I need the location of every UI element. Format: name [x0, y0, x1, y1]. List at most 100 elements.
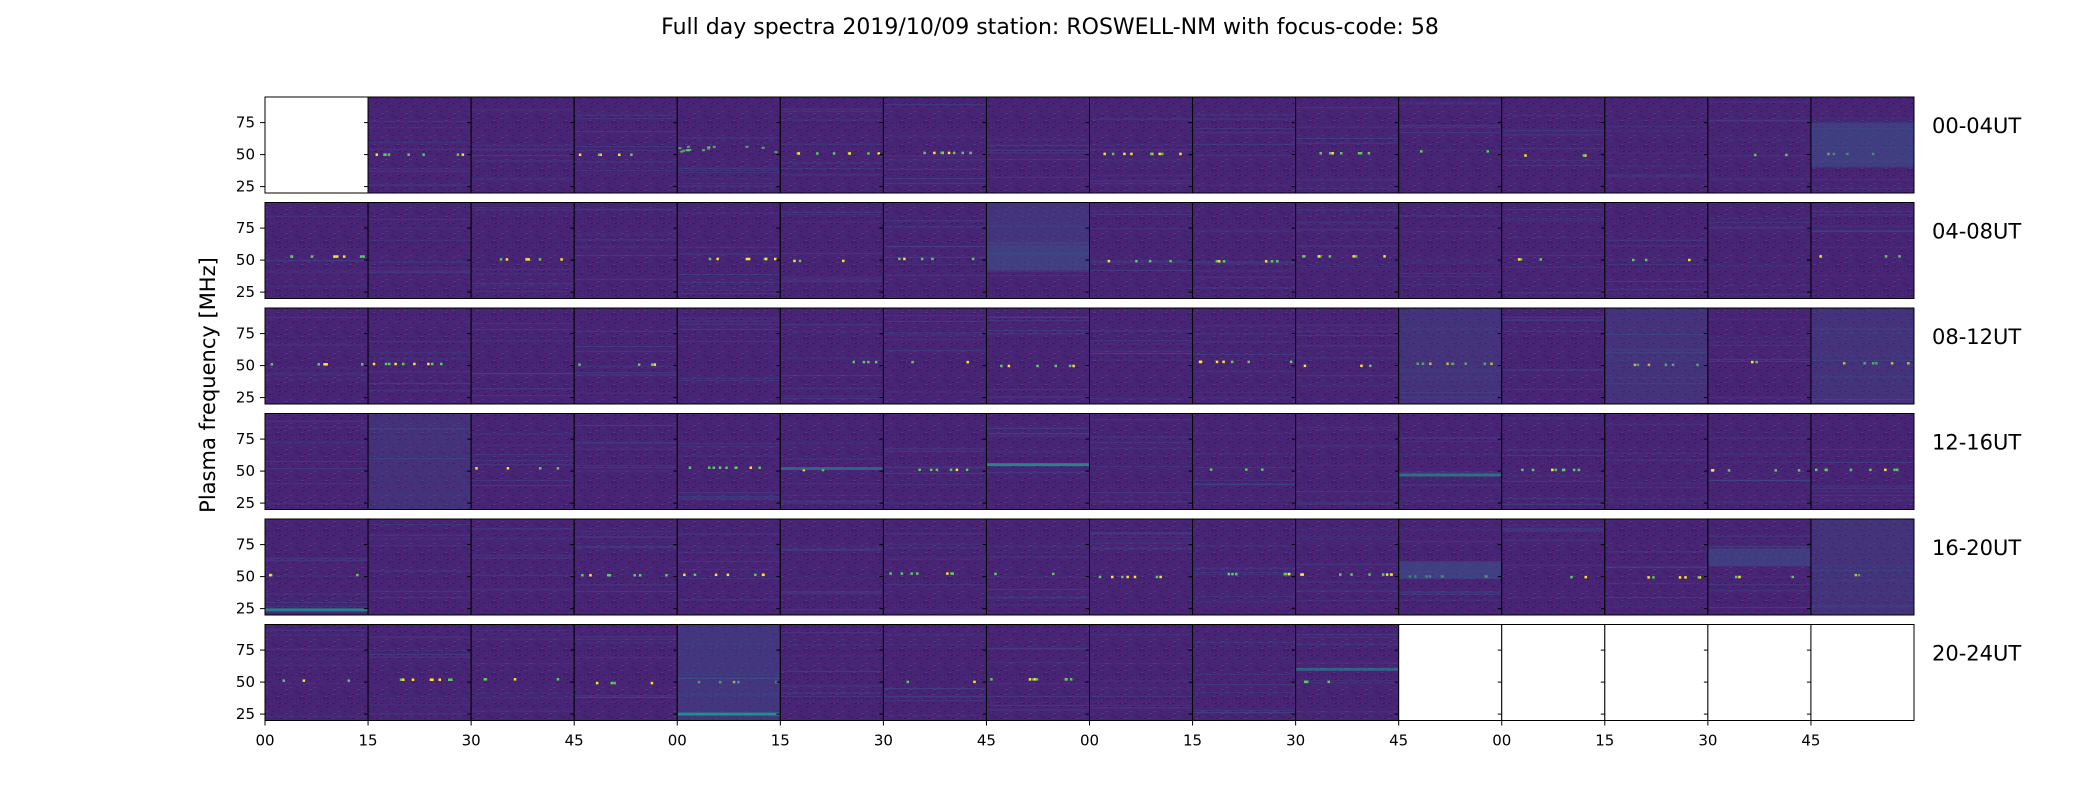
noise-streak [883, 483, 987, 485]
noise-streak [1089, 536, 1193, 538]
noise-streak [1192, 184, 1296, 186]
signal-dot [848, 152, 851, 155]
noise-streak [1604, 173, 1708, 175]
noise-streak [677, 692, 781, 694]
spectrum-panel [1394, 413, 1503, 510]
noise-streak [1089, 419, 1193, 421]
noise-streak [368, 636, 472, 638]
signal-dot [1420, 150, 1423, 153]
noise-streak [1707, 501, 1811, 503]
noise-streak [677, 247, 781, 249]
noise-streak [368, 656, 472, 658]
signal-dot [931, 257, 934, 261]
signal-dot [1179, 152, 1182, 156]
noise-streak [986, 333, 1090, 335]
signal-dot [595, 681, 599, 685]
noise-streak [1604, 597, 1708, 599]
spectrum-panel [364, 518, 472, 616]
noise-streak [1604, 239, 1708, 241]
noise-streak [1810, 179, 1914, 181]
x-tick-label: 15 [359, 732, 378, 750]
noise-streak [1604, 567, 1708, 569]
noise-streak [1501, 369, 1605, 371]
noise-streak [1707, 480, 1811, 482]
noise-streak [471, 109, 575, 111]
noise-streak [1604, 602, 1708, 604]
signal-dot [1697, 576, 1701, 579]
noise-streak [986, 603, 1090, 605]
noise-streak [1398, 441, 1502, 443]
noise-streak [1707, 119, 1811, 121]
signal-dot [1357, 152, 1361, 155]
noise-streak [1089, 548, 1193, 550]
noise-streak [1089, 696, 1193, 698]
noise-streak [1501, 209, 1605, 211]
spectrum-panel [776, 202, 884, 299]
signal-dot [633, 573, 636, 577]
noise-streak [1501, 417, 1605, 419]
row-time-label: 04-08UT [1932, 220, 2021, 244]
spectrum-panel [776, 96, 884, 194]
noise-streak [677, 446, 781, 448]
noise-streak [574, 448, 678, 450]
noise-streak [986, 158, 1090, 160]
noise-streak [1295, 711, 1399, 713]
noise-streak [883, 220, 987, 222]
noise-streak [574, 424, 678, 426]
noise-streak [1192, 391, 1296, 393]
noise-streak [1707, 221, 1811, 223]
noise-streak [1501, 254, 1605, 256]
noise-streak [1295, 223, 1399, 225]
noise-streak [1398, 328, 1502, 330]
signal-dot [372, 362, 376, 366]
noise-streak [1501, 369, 1605, 371]
noise-streak [1707, 479, 1811, 481]
noise-streak [471, 340, 575, 342]
spectrum-panel [467, 96, 575, 194]
signal-dot [1111, 152, 1115, 156]
noise-streak [574, 209, 678, 211]
signal-dot [1551, 468, 1554, 472]
signal-dot [411, 678, 415, 681]
noise-streak [1192, 325, 1296, 327]
noise-streak [883, 556, 987, 558]
noise-streak [574, 530, 678, 532]
noise-streak [1295, 590, 1399, 592]
spectrum-panel [1291, 96, 1400, 194]
signal-dot [461, 153, 465, 156]
noise-streak [1089, 330, 1193, 332]
noise-streak [1398, 592, 1502, 594]
noise-streak [1192, 333, 1296, 335]
noise-streak [1089, 398, 1193, 400]
noise-streak [471, 209, 575, 211]
signal-dot [1285, 572, 1288, 576]
signal-dot [1222, 260, 1226, 263]
signal-dot [737, 680, 740, 684]
signal-dot [1711, 469, 1715, 472]
y-tick-label: 50 [236, 251, 255, 269]
noise-streak [1707, 461, 1811, 463]
signal-dot [1158, 152, 1161, 156]
noise-streak [677, 289, 781, 291]
signal-dot [1305, 680, 1309, 684]
noise-streak [1501, 449, 1605, 451]
noise-streak [986, 433, 1090, 435]
signal-dot [650, 681, 654, 685]
spectrum-panel [1497, 307, 1606, 405]
noise-streak [471, 178, 575, 180]
noise-streak [574, 161, 678, 163]
spectrum-panel [467, 518, 575, 616]
signal-band [986, 202, 1090, 245]
noise-streak [471, 273, 575, 275]
noise-streak [1089, 261, 1193, 263]
noise-streak [1398, 103, 1502, 105]
spectrum-panel [467, 202, 575, 299]
noise-streak [1295, 490, 1399, 492]
signal-dot [1857, 573, 1861, 577]
noise-streak [1810, 355, 1914, 357]
noise-streak [1604, 498, 1708, 500]
noise-streak [368, 590, 472, 592]
signal-dot [325, 363, 328, 366]
signal-dot [402, 362, 405, 366]
